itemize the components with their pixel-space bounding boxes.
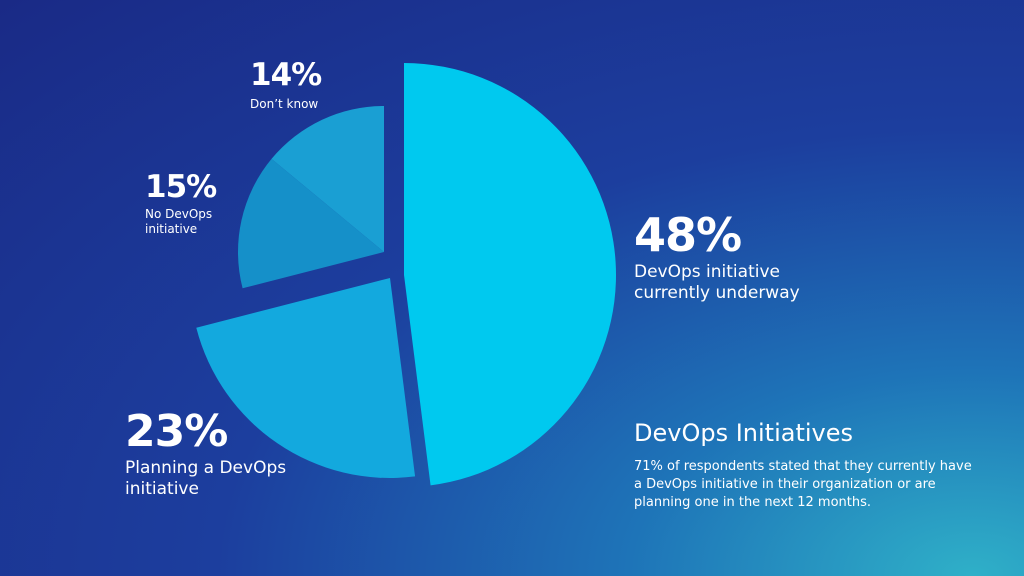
category-label: No DevOps initiative — [145, 207, 213, 236]
value-label: 48% — [634, 208, 742, 262]
category-label: Don’t know — [250, 97, 319, 111]
pie-slice — [404, 63, 617, 486]
pie-slice — [196, 278, 416, 478]
value-label: 23% — [125, 406, 228, 457]
chart-subtitle: 71% of respondents stated that they curr… — [634, 459, 972, 511]
category-label: Planning a DevOps initiative — [125, 458, 287, 500]
category-label: DevOps initiative currently underway — [634, 262, 800, 304]
value-label: 14% — [250, 57, 322, 93]
pie-slice — [237, 158, 384, 289]
chart-title: DevOps Initiatives — [634, 419, 853, 447]
value-label: 15% — [145, 169, 217, 205]
pie-slice — [271, 106, 384, 252]
